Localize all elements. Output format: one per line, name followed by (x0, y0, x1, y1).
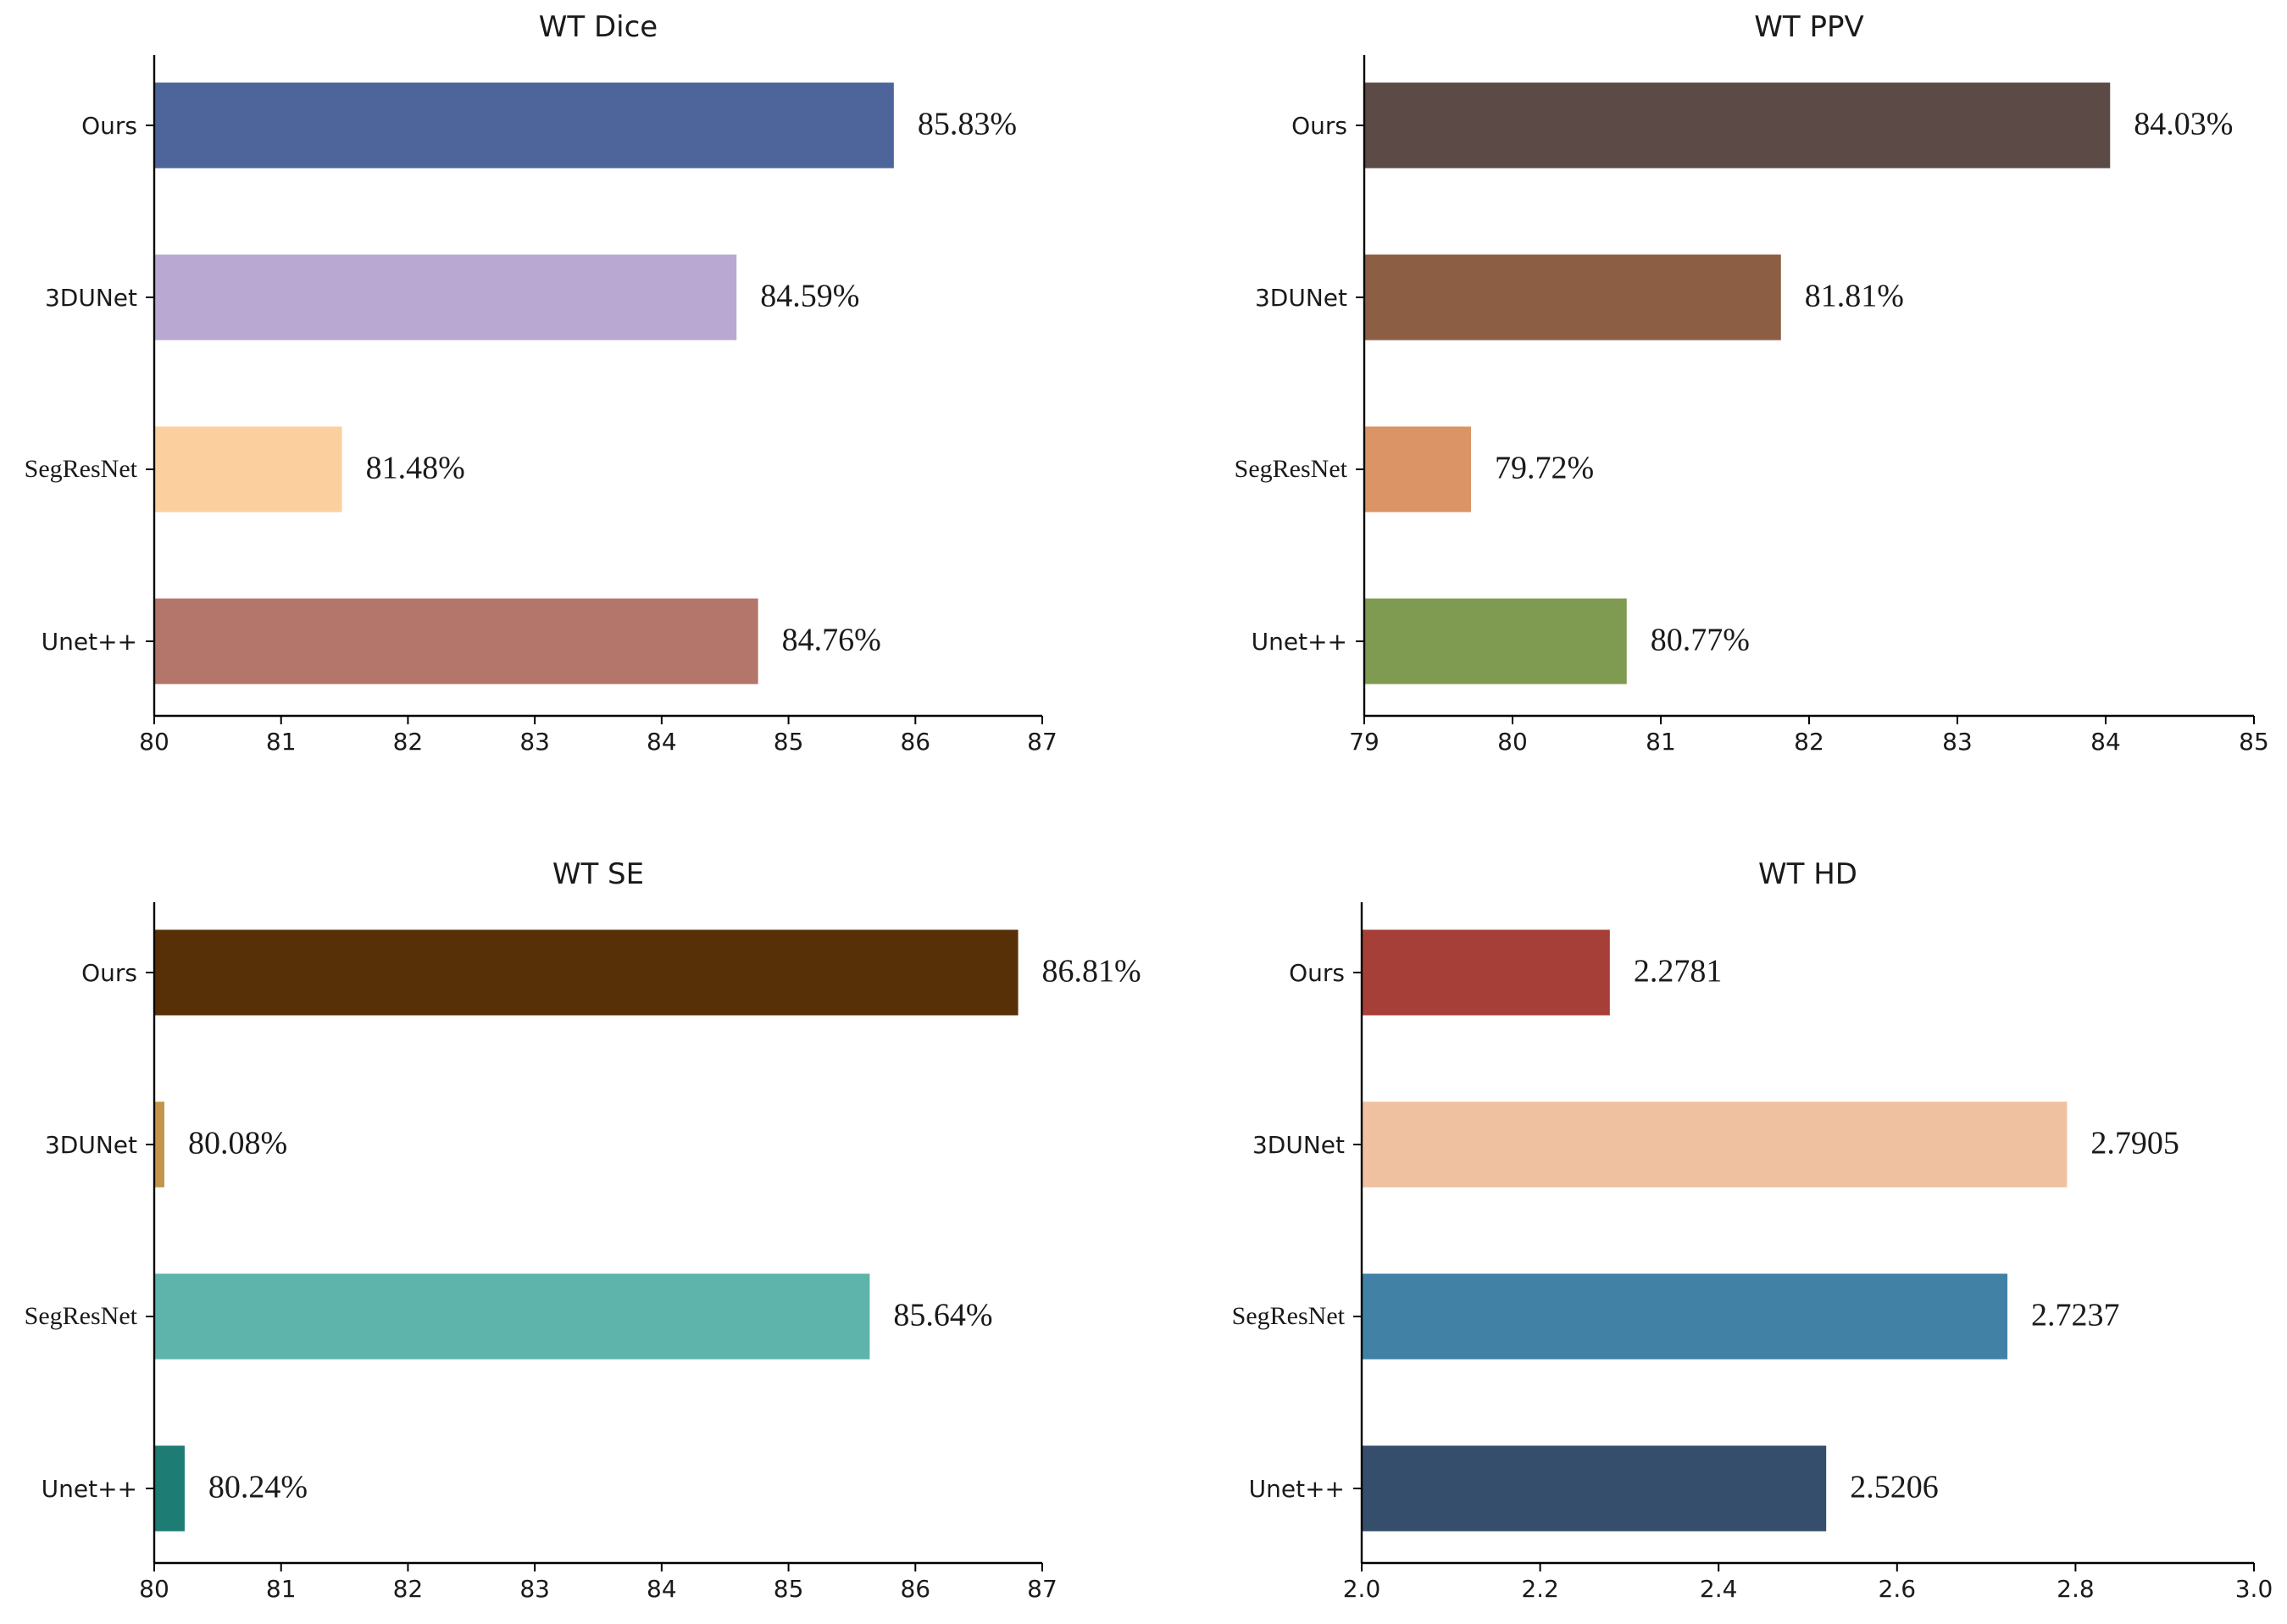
x-tick-label: 83 (519, 1575, 550, 1603)
x-tick-label: 85 (774, 1575, 804, 1603)
x-tick-label: 82 (1794, 728, 1824, 756)
value-label: 81.81% (1805, 279, 1904, 314)
category-label: Unet++ (1249, 1475, 1345, 1503)
chart-title: WT HD (1758, 857, 1857, 891)
category-label: Unet++ (1252, 628, 1347, 656)
x-tick-label: 3.0 (2235, 1575, 2273, 1603)
x-tick-label: 84 (647, 1575, 677, 1603)
category-label: SegResNet (25, 1302, 138, 1330)
bar-segresnet (1362, 1273, 2008, 1360)
value-label: 84.03% (2134, 107, 2233, 142)
value-label: 84.76% (782, 623, 881, 658)
x-tick-label: 84 (2090, 728, 2121, 756)
value-label: 80.08% (188, 1126, 287, 1161)
x-tick-label: 83 (1942, 728, 1973, 756)
category-label: Ours (1289, 959, 1345, 987)
bar-ours (154, 82, 894, 169)
x-tick-label: 80 (1497, 728, 1528, 756)
bar-3dunet (1362, 1101, 2068, 1188)
x-tick-label: 80 (139, 1575, 169, 1603)
x-tick-label: 86 (900, 1575, 930, 1603)
bar-segresnet (1364, 426, 1471, 513)
x-tick-label: 86 (900, 728, 930, 756)
category-label: SegResNet (1232, 1302, 1346, 1330)
chart-panel-1: WT PPV 84.03% Ours 81.81% 3DUNet 79.72% SegRes… (1235, 10, 2269, 756)
x-tick-label: 2.2 (1521, 1575, 1559, 1603)
value-label: 85.83% (918, 107, 1017, 142)
bar-unetplusplus (154, 598, 758, 685)
x-tick-label: 85 (2239, 728, 2269, 756)
category-label: 3DUNet (45, 284, 137, 312)
value-label: 84.59% (760, 279, 859, 314)
x-tick-label: 81 (1646, 728, 1676, 756)
bar-ours (154, 929, 1019, 1016)
value-label: 85.64% (893, 1298, 992, 1333)
value-label: 86.81% (1042, 954, 1141, 989)
category-label: Unet++ (42, 1475, 137, 1503)
value-label: 79.72% (1495, 451, 1594, 486)
x-tick-label: 2.4 (1700, 1575, 1738, 1603)
x-tick-label: 87 (1027, 728, 1057, 756)
category-label: Ours (81, 112, 137, 140)
category-label: 3DUNet (45, 1131, 137, 1159)
x-tick-label: 81 (266, 1575, 297, 1603)
bar-3dunet (1364, 254, 1781, 341)
x-tick-label: 2.6 (1879, 1575, 1917, 1603)
x-tick-label: 2.0 (1343, 1575, 1381, 1603)
x-tick-label: 2.8 (2057, 1575, 2095, 1603)
x-tick-label: 83 (519, 728, 550, 756)
value-label: 2.2781 (1634, 954, 1723, 989)
chart-title: WT PPV (1754, 10, 1863, 44)
x-tick-label: 82 (393, 1575, 424, 1603)
category-label: SegResNet (25, 455, 138, 483)
bar-3dunet (154, 1101, 164, 1188)
chart-panel-3: WT HD 2.2781 Ours 2.7905 3DUNet 2.7237 SegResN… (1232, 857, 2273, 1603)
chart-title: WT Dice (539, 10, 658, 44)
chart-title: WT SE (552, 857, 644, 891)
chart-panel-0: WT Dice 85.83% Ours 84.59% 3DUNet 81.48% SegRe… (25, 10, 1057, 756)
x-tick-label: 82 (393, 728, 424, 756)
category-label: Ours (81, 959, 137, 987)
bar-segresnet (154, 1273, 870, 1360)
value-label: 81.48% (366, 451, 465, 486)
bar-ours (1364, 82, 2111, 169)
chart-panel-2: WT SE 86.81% Ours 80.08% 3DUNet 85.64% SegResN… (25, 857, 1141, 1603)
category-label: SegResNet (1235, 455, 1348, 483)
bar-unetplusplus (154, 1445, 185, 1532)
bar-ours (1362, 929, 1610, 1016)
bar-3dunet (154, 254, 737, 341)
x-tick-label: 85 (774, 728, 804, 756)
x-tick-label: 80 (139, 728, 169, 756)
value-label: 2.5206 (1850, 1470, 1939, 1505)
x-tick-label: 81 (266, 728, 297, 756)
x-tick-label: 87 (1027, 1575, 1057, 1603)
value-label: 80.24% (208, 1470, 308, 1505)
bar-unetplusplus (1364, 598, 1627, 685)
value-label: 2.7237 (2031, 1298, 2120, 1333)
category-label: Ours (1291, 112, 1347, 140)
category-label: Unet++ (42, 628, 137, 656)
value-label: 80.77% (1651, 623, 1750, 658)
bar-unetplusplus (1362, 1445, 1827, 1532)
category-label: 3DUNet (1255, 284, 1347, 312)
bar-segresnet (154, 426, 342, 513)
x-tick-label: 79 (1349, 728, 1379, 756)
x-tick-label: 84 (647, 728, 677, 756)
category-label: 3DUNet (1252, 1131, 1345, 1159)
value-label: 2.7905 (2090, 1126, 2179, 1161)
